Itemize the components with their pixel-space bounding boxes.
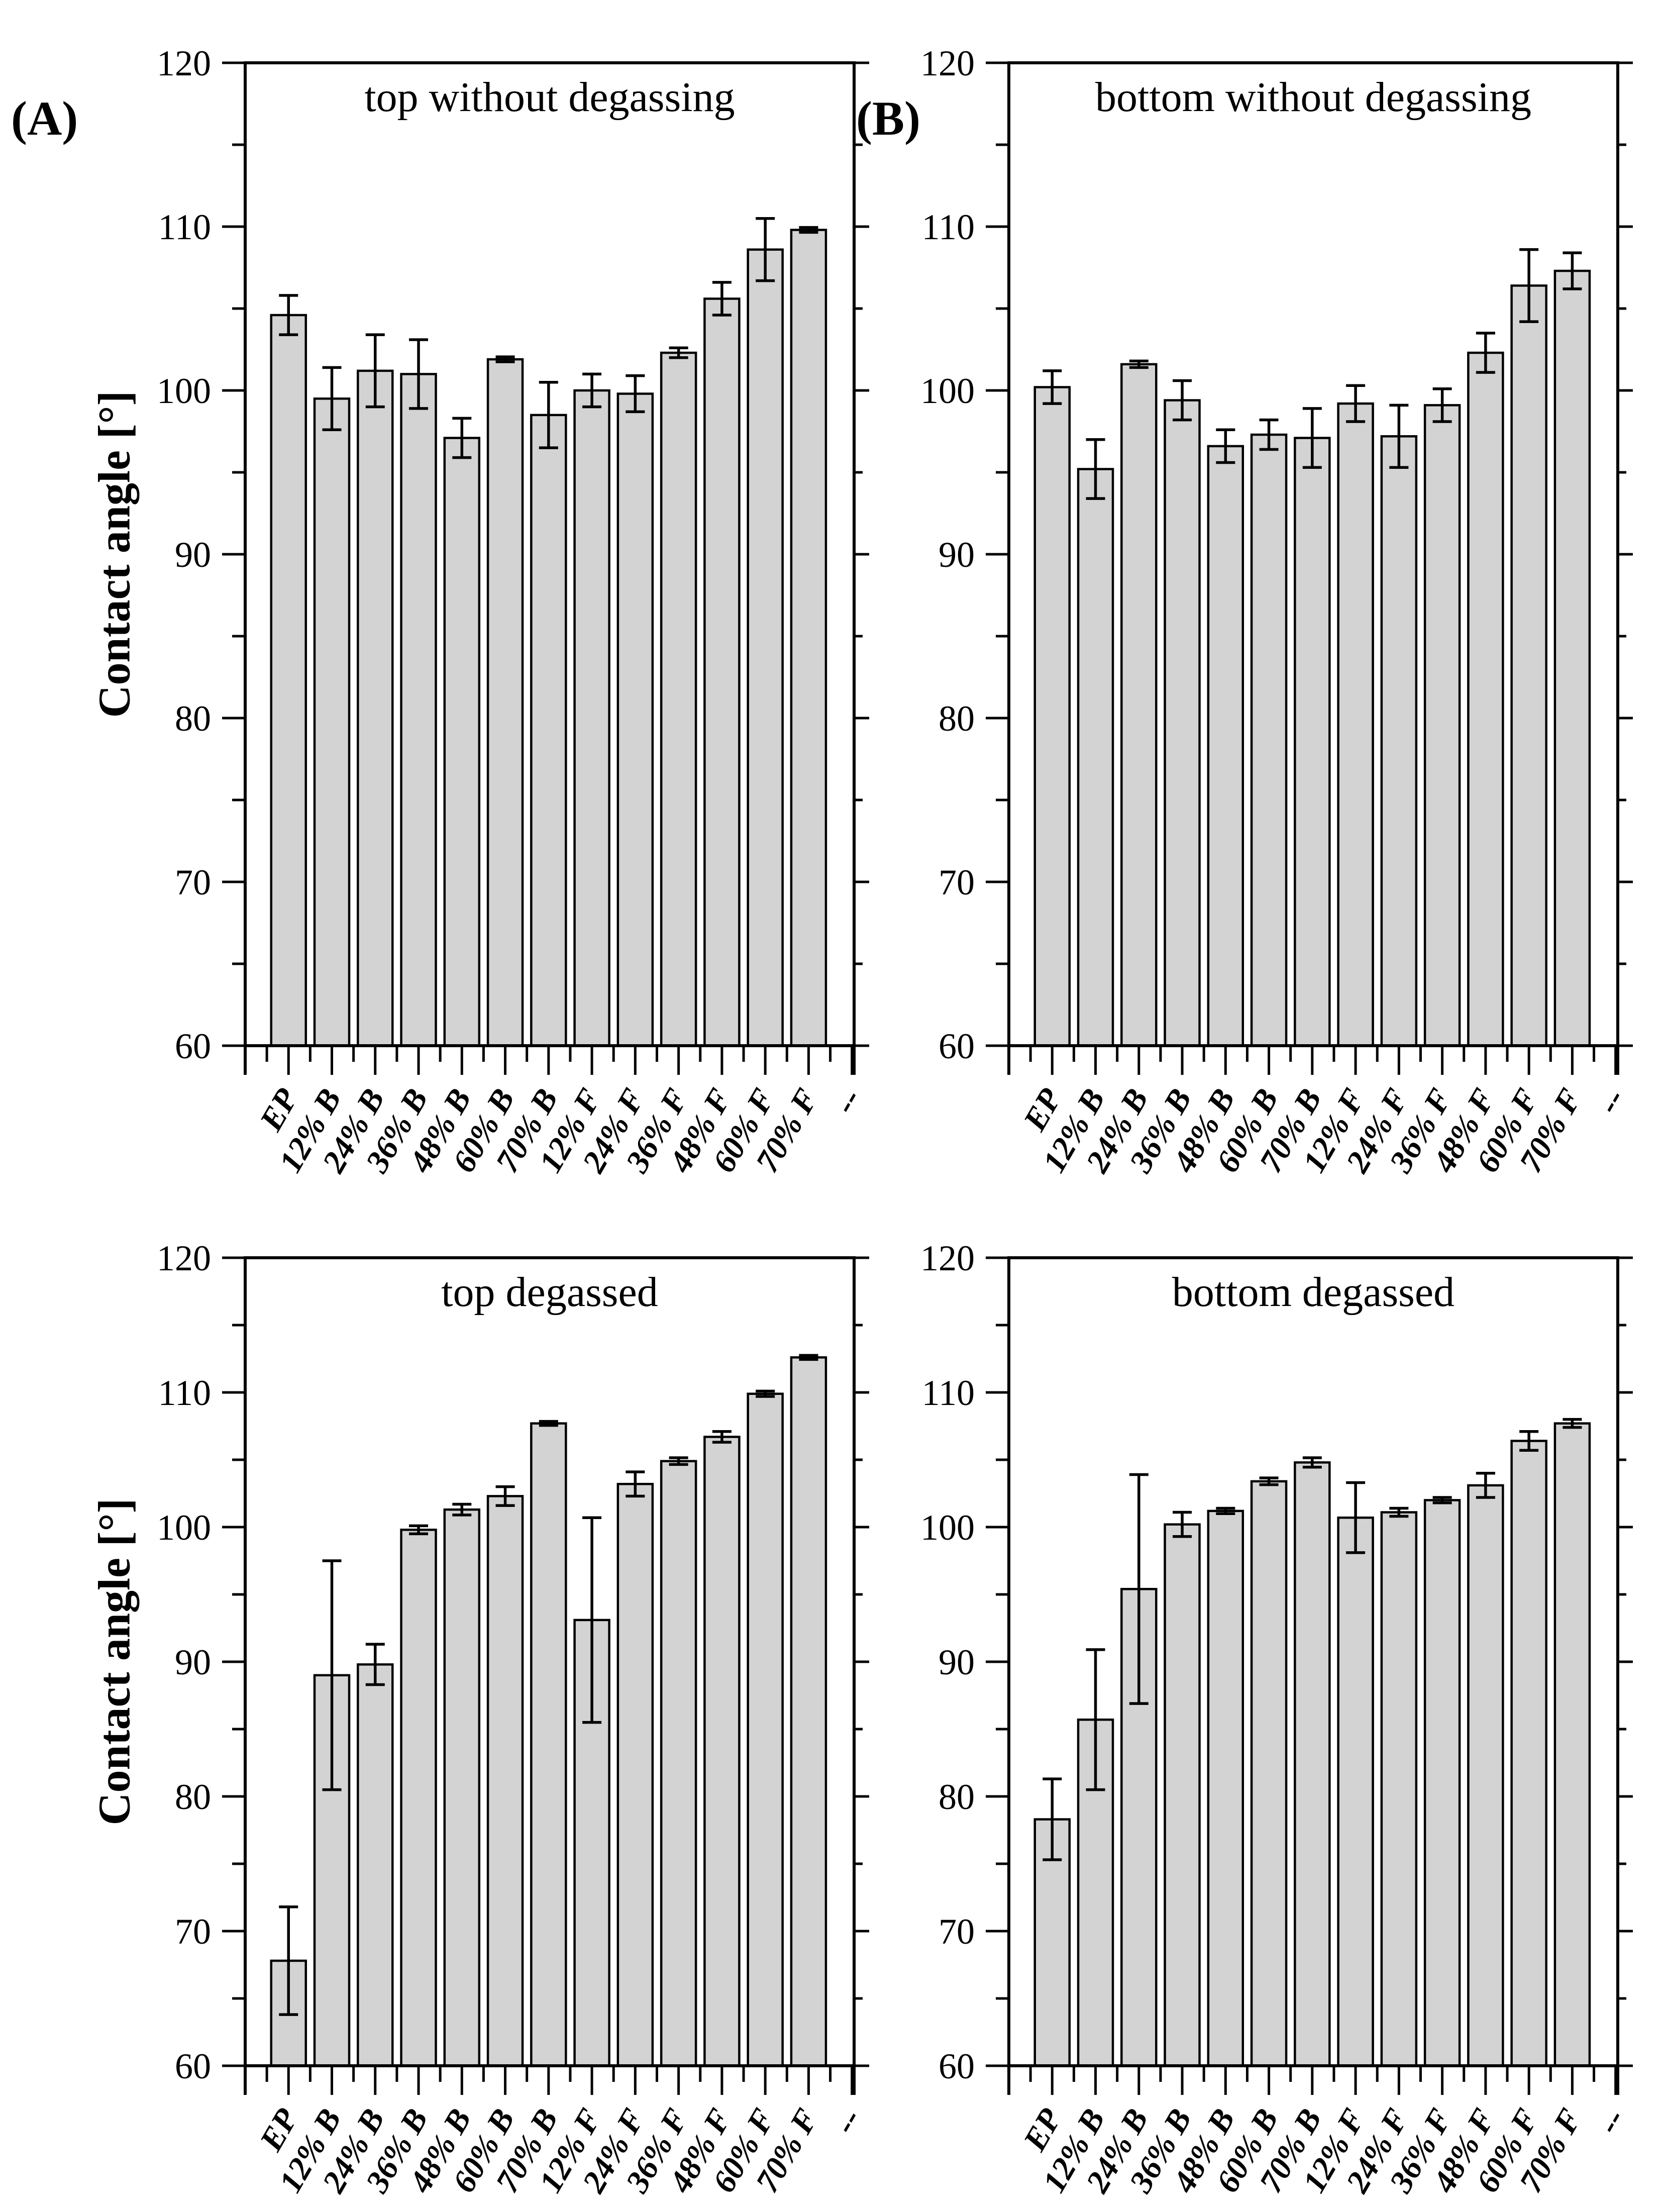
bar-70% B: [530, 1422, 567, 2067]
chart-title-top-degassed: top degassed: [441, 1269, 658, 1316]
bar-36% B: [1164, 399, 1201, 1047]
bar-12% B: [1077, 468, 1114, 1047]
x-category-label: --: [826, 2103, 869, 2140]
bar-70% B: [1294, 1461, 1331, 2067]
y-tick-label: 60: [939, 1026, 975, 1066]
bar-70% F: [790, 229, 827, 1047]
y-tick-label: 110: [922, 207, 975, 247]
x-category-label: --: [1590, 2103, 1632, 2140]
y-tick-label: 60: [939, 2046, 975, 2086]
bar-60% B: [486, 1495, 524, 2067]
bar-36% B: [1164, 1523, 1201, 2067]
bar-36% F: [660, 351, 697, 1047]
y-tick-label: 80: [175, 698, 211, 739]
bar-60% F: [747, 1392, 784, 2067]
chart-title-bottom-without-degassing: bottom without degassing: [1095, 74, 1531, 121]
plot-border: [1007, 1256, 1619, 2067]
bar-70% B: [1294, 437, 1331, 1047]
y-tick-label: 100: [920, 1507, 975, 1548]
bar-12% B: [313, 397, 351, 1047]
bar-70% F: [790, 1356, 827, 2067]
y-tick-label: 60: [175, 1026, 211, 1066]
plot-border: [244, 61, 856, 1047]
bar-36% B: [400, 373, 437, 1047]
bar-24% F: [1380, 435, 1418, 1047]
bar-24% F: [1380, 1511, 1418, 2067]
bar-48% B: [443, 1508, 481, 2067]
y-tick-label: 70: [175, 1912, 211, 1952]
bar-48% F: [703, 1436, 741, 2067]
bar-24% B: [1120, 363, 1158, 1047]
bar-48% F: [1467, 351, 1504, 1047]
bar-70% F: [1553, 1422, 1591, 2067]
y-tick-label: 90: [939, 535, 975, 575]
y-tick-label: 80: [939, 698, 975, 739]
y-tick-label: 80: [939, 1777, 975, 1817]
bar-70% B: [530, 414, 567, 1047]
bar-48% B: [443, 437, 481, 1047]
bar-60% B: [1250, 1480, 1288, 2067]
bar-48% F: [1467, 1484, 1504, 2067]
bar-60% F: [1510, 1440, 1547, 2067]
y-axis-title-top-row: Contact angle [°]: [89, 390, 140, 718]
bar-60% F: [1510, 284, 1547, 1047]
y-tick-label: 110: [158, 1373, 211, 1413]
y-tick-label: 120: [920, 1238, 975, 1278]
y-tick-label: 70: [939, 1912, 975, 1952]
y-axis-title-bottom-row: Contact angle [°]: [89, 1498, 140, 1826]
y-tick-label: 80: [175, 1777, 211, 1817]
y-tick-label: 120: [157, 1238, 211, 1278]
y-tick-label: 120: [157, 43, 211, 83]
plot-border: [1007, 61, 1619, 1047]
bar-36% F: [660, 1460, 697, 2067]
y-tick-label: 100: [157, 1507, 211, 1548]
y-tick-label: 90: [175, 1642, 211, 1682]
bar-12% F: [1337, 1516, 1374, 2067]
y-tick-label: 100: [157, 371, 211, 411]
bar-60% F: [747, 248, 784, 1047]
x-category-label: --: [1590, 1083, 1632, 1120]
x-category-label: --: [826, 1083, 869, 1120]
y-tick-label: 90: [939, 1642, 975, 1682]
y-tick-label: 120: [920, 43, 975, 83]
bar-EP: [270, 314, 307, 1047]
chart-title-top-without-degassing: top without degassing: [364, 74, 735, 121]
bar-36% F: [1423, 404, 1461, 1047]
bar-24% F: [616, 392, 654, 1047]
bar-48% F: [703, 297, 741, 1047]
chart-title-bottom-degassed: bottom degassed: [1172, 1269, 1455, 1316]
bar-60% B: [1250, 433, 1288, 1047]
y-tick-label: 110: [158, 207, 211, 247]
y-tick-label: 60: [175, 2046, 211, 2086]
y-tick-label: 100: [920, 371, 975, 411]
bar-24% B: [357, 1663, 394, 2067]
plot-border: [244, 1256, 856, 2067]
y-tick-label: 110: [922, 1373, 975, 1413]
bar-36% B: [400, 1529, 437, 2067]
panel-label-b: (B): [856, 91, 920, 145]
bar-70% F: [1553, 269, 1591, 1047]
bar-12% F: [573, 389, 610, 1047]
y-tick-label: 70: [175, 862, 211, 902]
y-tick-label: 90: [175, 535, 211, 575]
panel-label-a: (A): [11, 91, 78, 145]
bar-48% B: [1207, 445, 1244, 1047]
bar-EP: [1033, 386, 1071, 1047]
bar-24% F: [616, 1482, 654, 2067]
bar-24% B: [357, 369, 394, 1047]
bar-36% F: [1423, 1499, 1461, 2067]
bar-60% B: [486, 358, 524, 1047]
bar-48% B: [1207, 1510, 1244, 2067]
y-tick-label: 70: [939, 862, 975, 902]
bar-12% F: [1337, 402, 1374, 1047]
